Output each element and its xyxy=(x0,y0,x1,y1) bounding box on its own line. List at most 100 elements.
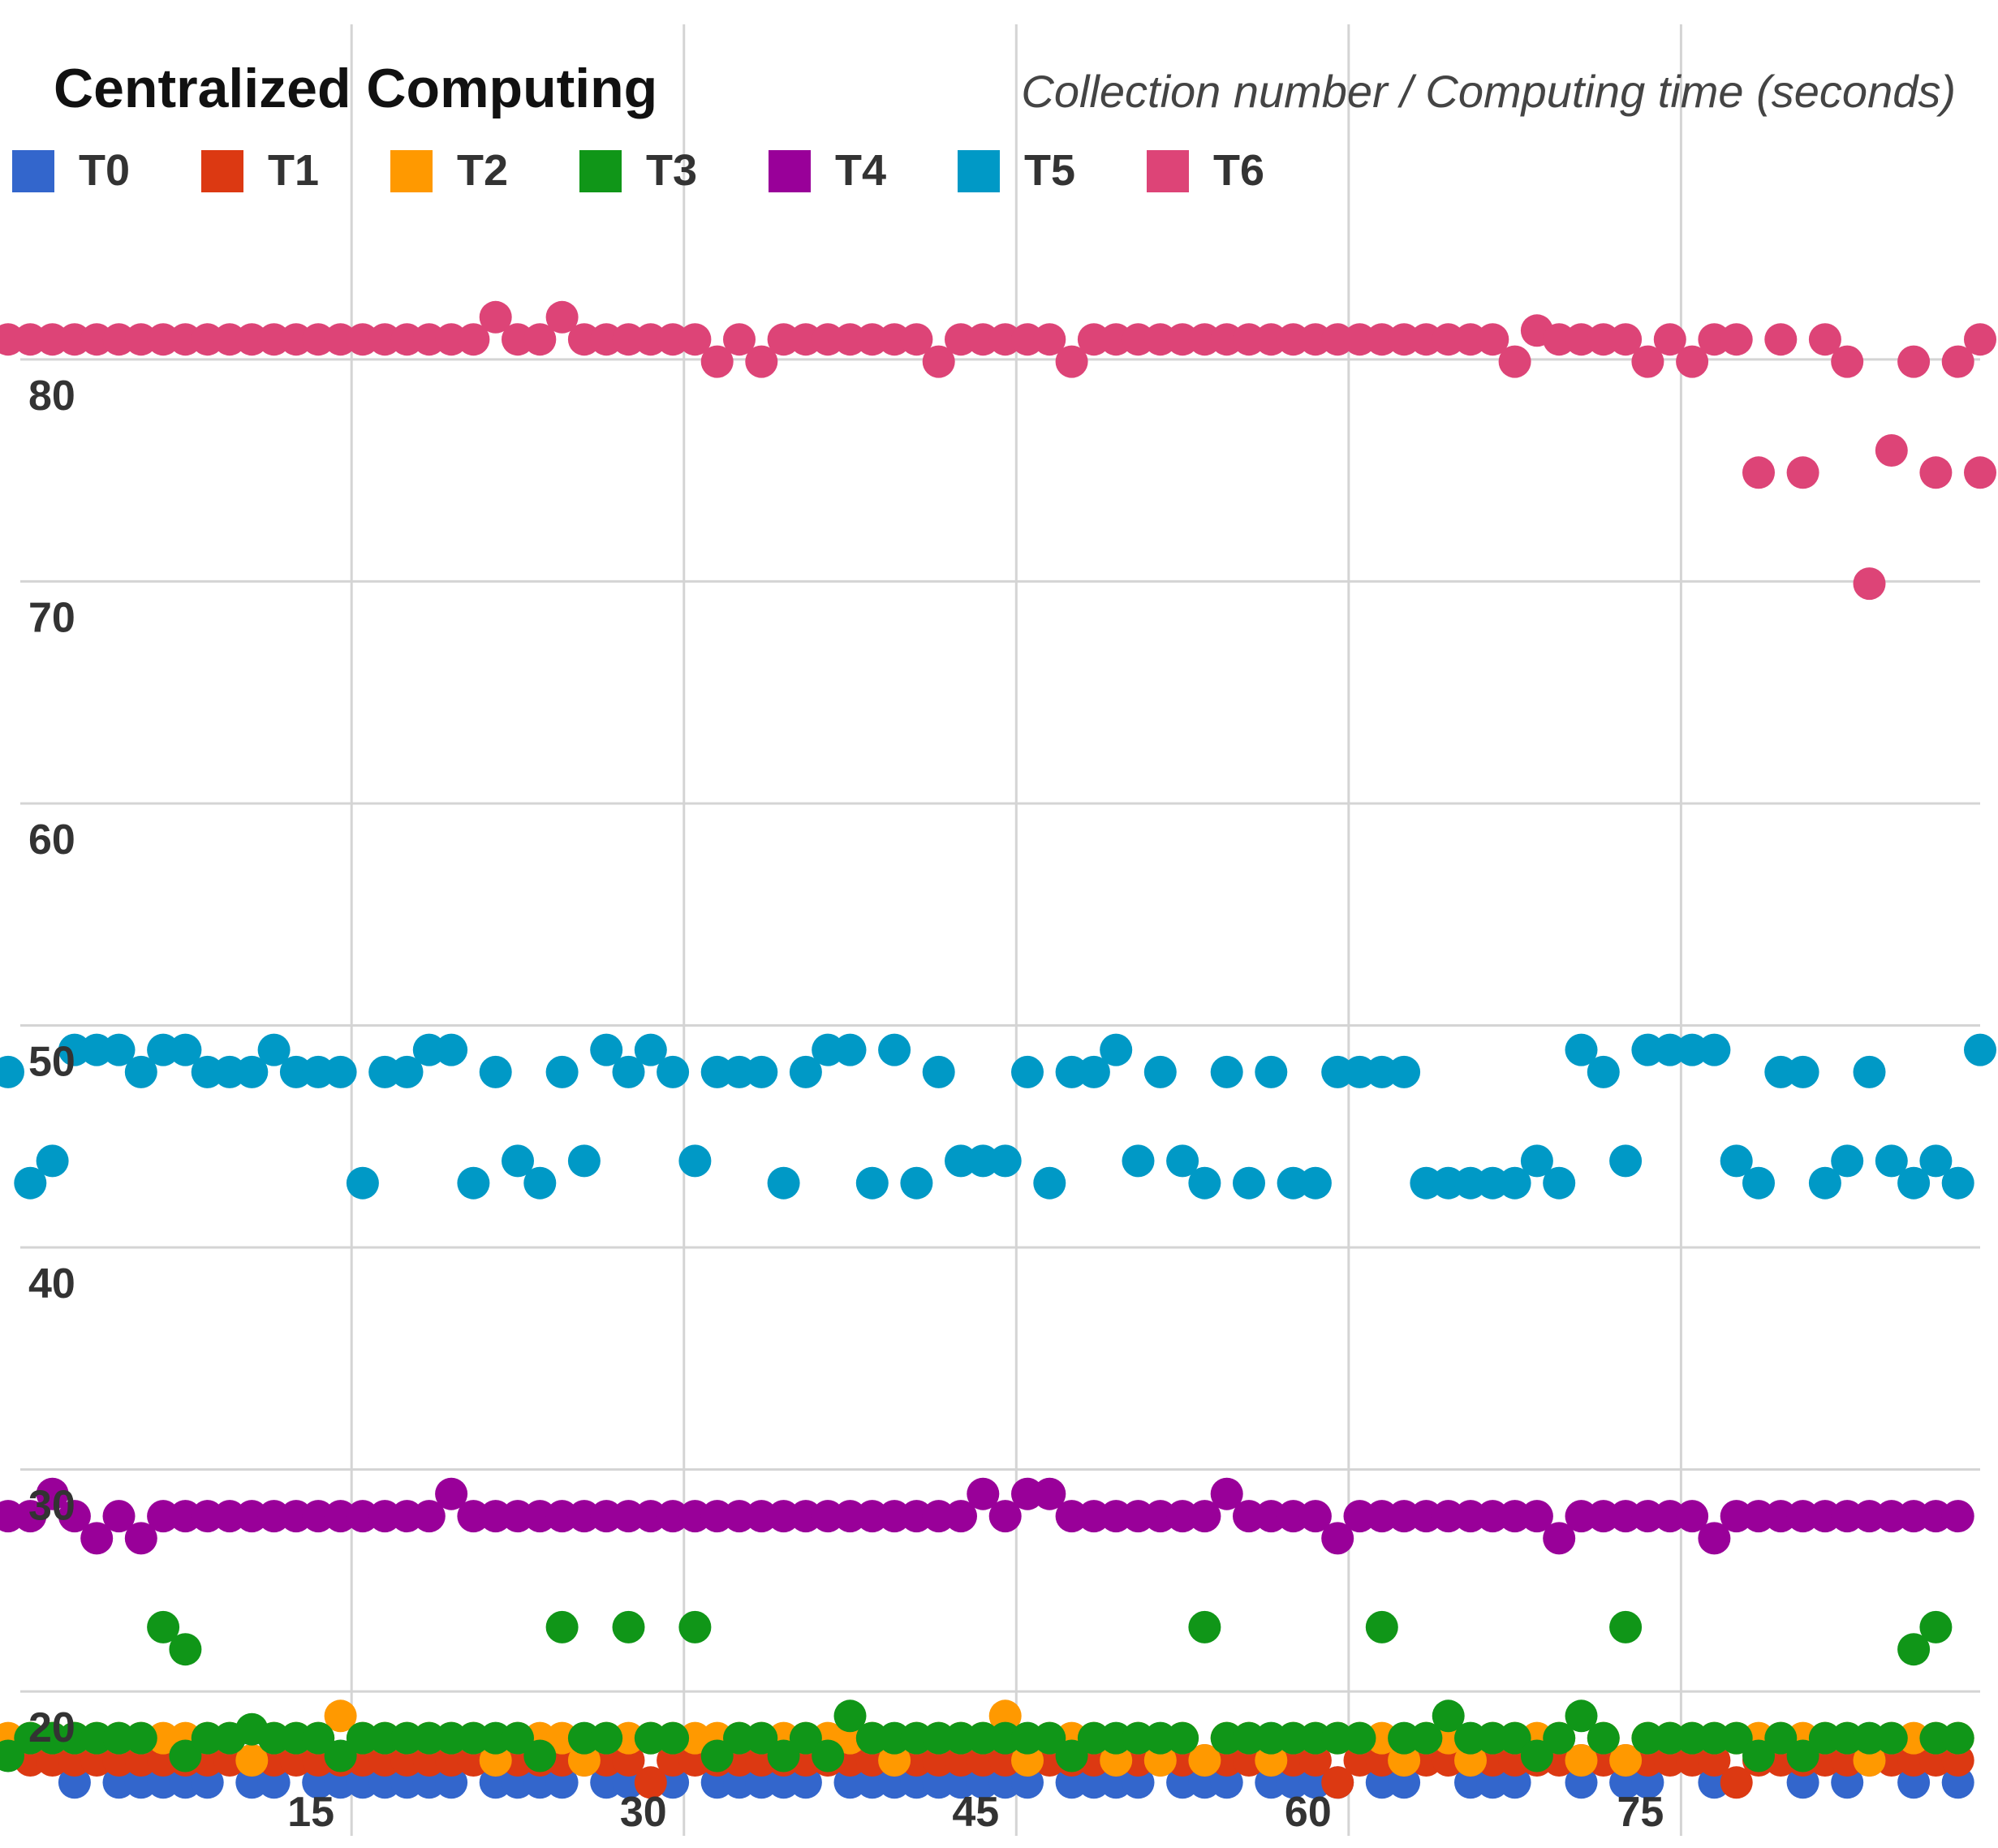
point-t5-81 xyxy=(1786,1055,1819,1088)
point-t2-52 xyxy=(1143,1744,1177,1777)
point-t5-49 xyxy=(1077,1055,1110,1088)
point-t4-3 xyxy=(58,1500,91,1533)
point-t4-77 xyxy=(1698,1522,1731,1555)
point-t6-21 xyxy=(457,323,490,356)
point-t5-88 xyxy=(1941,1166,1974,1200)
point-t6-82 xyxy=(1808,323,1841,356)
point-t5-50 xyxy=(1100,1033,1133,1066)
point-t2-66 xyxy=(1454,1744,1487,1777)
series-t5 xyxy=(0,1033,1996,1200)
point-t5-23 xyxy=(502,1144,534,1178)
point-t5-39 xyxy=(855,1166,889,1200)
point-t6-87 xyxy=(1919,456,1953,489)
point-t4-55 xyxy=(1210,1477,1243,1510)
point-t5-51 xyxy=(1122,1144,1155,1178)
point-t5-6 xyxy=(124,1055,157,1088)
point-t5-82 xyxy=(1808,1166,1841,1200)
point-t3-74 xyxy=(1609,1610,1643,1643)
point-t5-54 xyxy=(1188,1166,1221,1200)
point-t3-81 xyxy=(1764,1721,1798,1755)
point-t5-69 xyxy=(1520,1144,1553,1178)
y-tick-label-80: 80 xyxy=(28,373,75,420)
point-t6-48 xyxy=(1055,345,1088,378)
point-t3-71 xyxy=(1543,1721,1576,1755)
point-t3-62 xyxy=(1343,1721,1376,1755)
series-t6 xyxy=(0,300,1996,601)
point-t3-16 xyxy=(324,1739,357,1773)
point-t2-40 xyxy=(878,1744,911,1777)
point-t3-25 xyxy=(523,1739,557,1773)
point-t4-69 xyxy=(1520,1500,1553,1533)
point-t5-63 xyxy=(1388,1055,1421,1088)
point-t5-56 xyxy=(1233,1166,1265,1200)
point-t6-90 xyxy=(1964,456,1996,489)
point-t3-55 xyxy=(1188,1610,1221,1643)
gridlines xyxy=(20,24,1980,1836)
point-t3-90 xyxy=(1941,1721,1974,1755)
point-t3-7 xyxy=(147,1610,180,1643)
point-t4-2 xyxy=(36,1477,69,1510)
point-t6-25 xyxy=(545,300,579,334)
y-tick-label-20: 20 xyxy=(28,1704,75,1751)
point-t3-49 xyxy=(1055,1739,1088,1773)
point-t5-47 xyxy=(1033,1166,1066,1200)
point-t5-11 xyxy=(235,1055,269,1088)
point-t3-35 xyxy=(745,1721,778,1755)
point-t6-83 xyxy=(1831,345,1864,378)
point-t3-65 xyxy=(1410,1721,1443,1755)
point-t5-70 xyxy=(1543,1166,1576,1200)
point-t4-74 xyxy=(1631,1500,1664,1533)
point-t3-36 xyxy=(767,1739,800,1773)
point-t5-74 xyxy=(1631,1033,1664,1066)
point-t2-57 xyxy=(1255,1744,1288,1777)
point-t6-78 xyxy=(1720,323,1753,356)
point-t6-84 xyxy=(1853,567,1886,601)
point-t5-14 xyxy=(302,1055,335,1088)
legend-label-t6: T6 xyxy=(1213,146,1264,195)
point-t5-25 xyxy=(545,1055,579,1088)
point-t3-79 xyxy=(1720,1721,1753,1755)
point-t6-85 xyxy=(1875,434,1908,467)
point-t4-44 xyxy=(967,1477,1000,1510)
point-t3-33 xyxy=(700,1739,734,1773)
point-t6-31 xyxy=(678,323,712,356)
point-t5-59 xyxy=(1298,1166,1332,1200)
point-t6-32 xyxy=(700,345,734,378)
point-t6-89 xyxy=(1964,323,1996,356)
point-t4-1 xyxy=(14,1500,47,1533)
point-t3-32 xyxy=(678,1610,712,1643)
legend-item-t3: T3 xyxy=(579,146,697,195)
y-tick-label-60: 60 xyxy=(28,816,75,864)
point-t6-24 xyxy=(523,323,557,356)
point-t6-81 xyxy=(1786,456,1819,489)
point-t2-84 xyxy=(1853,1744,1886,1777)
y-tick-label-30: 30 xyxy=(28,1483,75,1530)
point-t5-55 xyxy=(1210,1055,1243,1088)
point-t5-83 xyxy=(1831,1144,1864,1178)
point-t5-52 xyxy=(1143,1055,1177,1088)
legend-label-t2: T2 xyxy=(457,146,508,195)
point-t5-73 xyxy=(1609,1144,1643,1178)
y-tick-label-40: 40 xyxy=(28,1260,75,1307)
point-t3-8 xyxy=(169,1633,202,1666)
point-t2-22 xyxy=(479,1744,512,1777)
point-t5-77 xyxy=(1698,1033,1731,1066)
point-t5-2 xyxy=(36,1144,69,1178)
point-t5-31 xyxy=(678,1144,712,1178)
point-t3-37 xyxy=(789,1721,822,1755)
legend-label-t1: T1 xyxy=(268,146,319,195)
point-t3-82 xyxy=(1786,1739,1819,1773)
point-t3-48 xyxy=(1033,1721,1066,1755)
point-t5-22 xyxy=(479,1055,512,1088)
point-t3-39 xyxy=(833,1699,867,1733)
point-t2-11 xyxy=(235,1744,269,1777)
point-t4-19 xyxy=(412,1500,446,1533)
point-t2-54 xyxy=(1188,1744,1221,1777)
y-tick-label-70: 70 xyxy=(28,594,75,641)
point-t5-72 xyxy=(1587,1055,1620,1088)
point-t5-85 xyxy=(1875,1144,1908,1178)
point-t1-77 xyxy=(1720,1766,1753,1799)
point-t1-59 xyxy=(1321,1766,1354,1799)
point-t1-43 xyxy=(967,1744,1000,1777)
